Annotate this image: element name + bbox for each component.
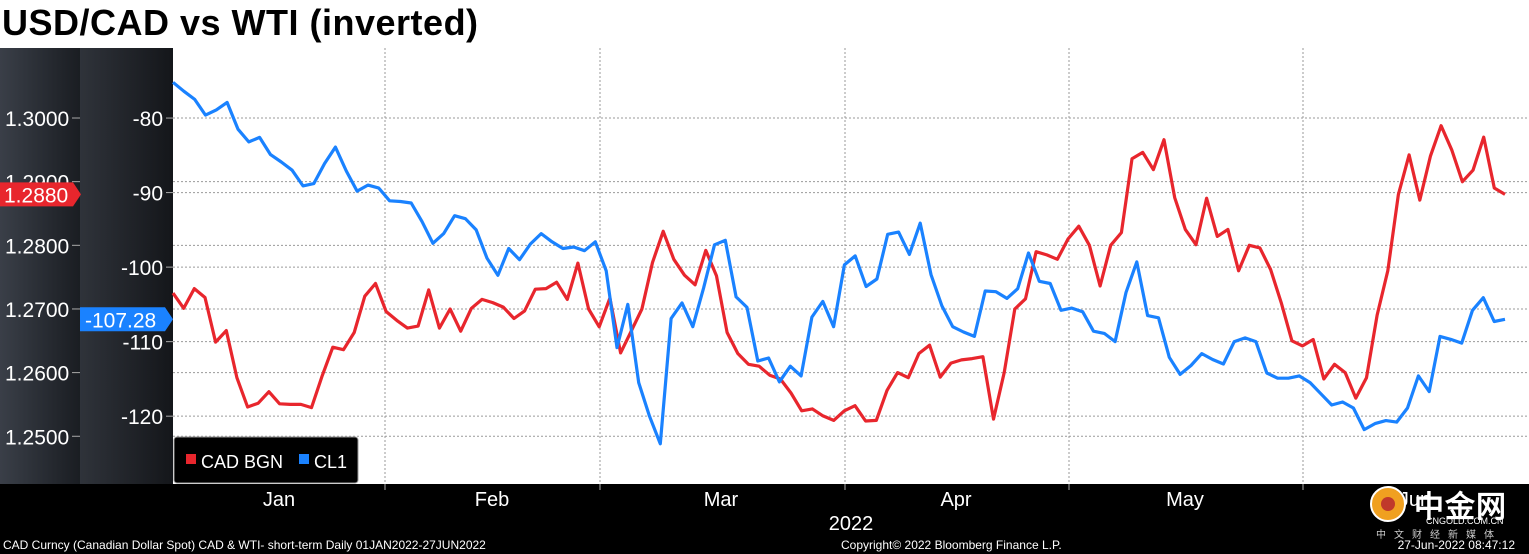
footer-timestamp: 27-Jun-2022 08:47:12: [1397, 538, 1515, 552]
watermark-url: CNGOLD.COM.CN: [1426, 516, 1504, 526]
x-tick-label: Apr: [940, 489, 971, 511]
cad-last-value: 1.2880: [4, 184, 68, 207]
watermark-text: 中金网: [1414, 491, 1507, 524]
right-tick-label: -100: [121, 257, 163, 280]
x-tick-label: Jun: [1399, 489, 1431, 511]
x-tick-label: Feb: [475, 489, 509, 511]
watermark-logo-icon: [1370, 486, 1406, 522]
left-tick-label: 1.2700: [5, 299, 69, 322]
left-axis-panel: [0, 48, 80, 484]
right-tick-label: -80: [133, 108, 163, 131]
legend-swatch: [299, 454, 309, 464]
right-axis: -80 -90 -100 -110 -120: [121, 108, 173, 429]
watermark: 中金网 CNGOLD.COM.CN 中文财经新媒体: [1370, 480, 1520, 541]
left-tick-label: 1.2500: [5, 426, 69, 449]
footer-copyright: Copyright© 2022 Bloomberg Finance L.P.: [841, 538, 1062, 552]
x-tick-label: May: [1166, 489, 1204, 511]
x-axis: Jan Feb Mar Apr May Jun: [263, 484, 1431, 511]
footer-source: CAD Curncy (Canadian Dollar Spot) CAD & …: [3, 538, 486, 552]
right-tick-label: -90: [133, 183, 163, 206]
cad-last-value-badge: [0, 182, 81, 207]
left-tick-label: 1.2600: [5, 363, 69, 386]
last-value-labels: 1.2880 -107.28: [0, 182, 173, 332]
watermark-subtext: 中文财经新媒体: [1376, 530, 1502, 541]
x-tick-label: Jan: [263, 489, 295, 511]
x-tick-label: Mar: [704, 489, 739, 511]
right-tick-label: -120: [121, 406, 163, 429]
legend-label: CAD BGN: [201, 452, 283, 472]
cl1-last-value: -107.28: [85, 309, 156, 332]
legend: CAD BGN CL1: [173, 436, 359, 484]
cl1-last-value-badge: [80, 307, 173, 332]
right-axis-panel: [80, 48, 173, 484]
series-line: [171, 81, 1506, 446]
series-lines: [171, 81, 1506, 446]
right-tick-label: -110: [123, 332, 163, 355]
chart-title: USD/CAD vs WTI (inverted): [2, 2, 479, 43]
legend-box: [173, 436, 359, 484]
plot-area: [173, 48, 1529, 484]
series-line: [171, 124, 1506, 423]
title-bar: USD/CAD vs WTI (inverted): [0, 0, 1529, 48]
left-tick-label: 1.3000: [5, 108, 69, 131]
x-axis-title: 2022: [829, 513, 874, 535]
left-tick-label: 1.2800: [5, 235, 69, 258]
legend-swatch: [186, 454, 196, 464]
legend-label: CL1: [314, 452, 347, 472]
